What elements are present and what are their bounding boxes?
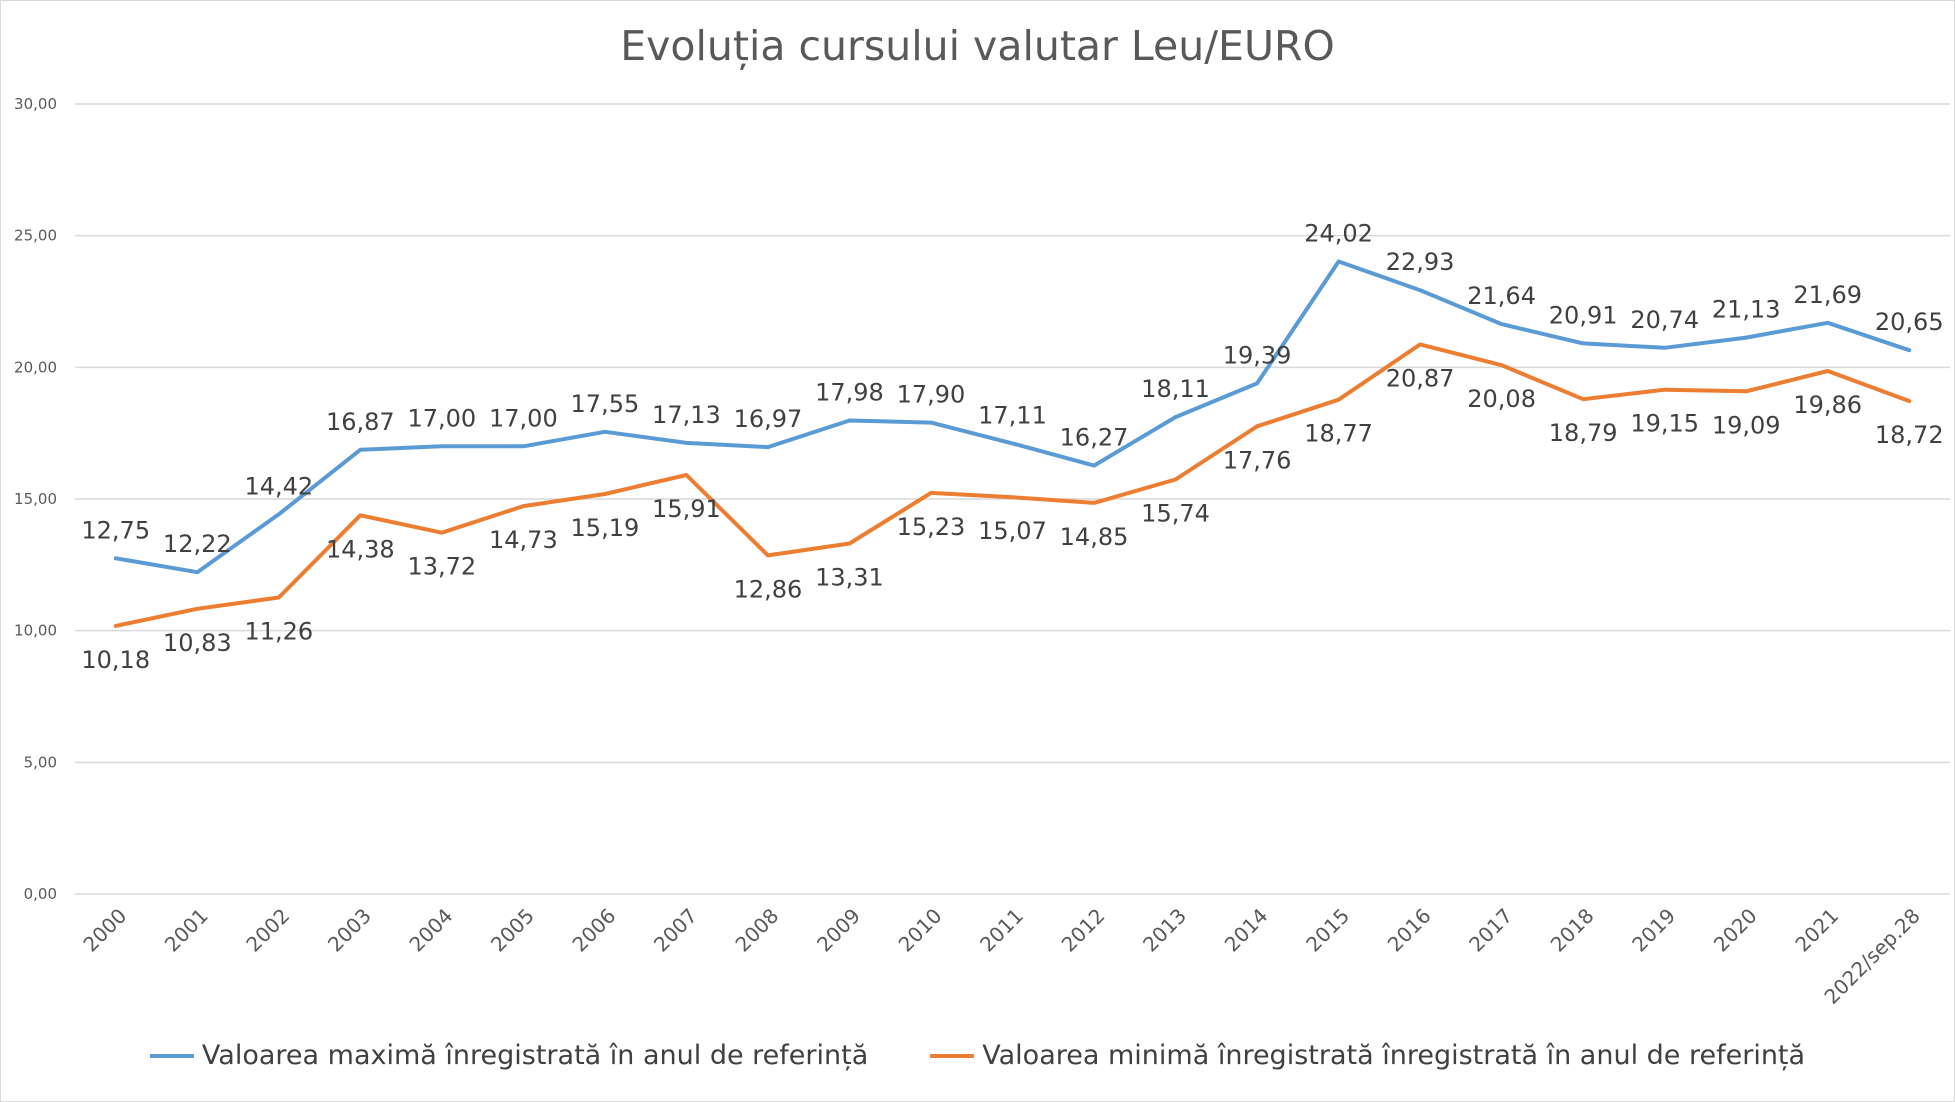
y-tick-label: 5,00 bbox=[24, 753, 57, 771]
data-label: 22,93 bbox=[1386, 248, 1455, 276]
data-label: 17,13 bbox=[652, 401, 721, 429]
chart-title: Evoluția cursului valutar Leu/EURO bbox=[620, 22, 1335, 70]
data-label: 17,98 bbox=[815, 379, 884, 407]
data-label: 12,22 bbox=[163, 530, 232, 558]
x-tick-label: 2000 bbox=[78, 904, 131, 957]
data-label: 19,09 bbox=[1712, 411, 1781, 439]
data-label: 17,55 bbox=[571, 390, 640, 418]
x-tick-label: 2003 bbox=[323, 904, 376, 957]
x-tick-label: 2019 bbox=[1627, 904, 1680, 957]
data-label: 19,39 bbox=[1223, 341, 1292, 369]
data-label: 19,86 bbox=[1793, 391, 1862, 419]
data-label: 14,73 bbox=[489, 526, 558, 554]
data-label: 18,79 bbox=[1549, 419, 1618, 447]
data-label: 15,23 bbox=[897, 513, 966, 541]
data-label: 13,31 bbox=[815, 564, 884, 592]
data-label: 16,87 bbox=[326, 408, 395, 436]
legend-label-min: Valoarea minimă înregistrată înregistrat… bbox=[982, 1040, 1806, 1071]
data-label: 16,97 bbox=[734, 405, 803, 433]
x-tick-label: 2013 bbox=[1138, 904, 1191, 957]
data-label: 18,77 bbox=[1304, 420, 1373, 448]
data-label: 11,26 bbox=[244, 617, 313, 645]
data-label: 17,90 bbox=[897, 381, 966, 409]
data-label: 15,74 bbox=[1141, 500, 1210, 528]
x-tick-label: 2006 bbox=[567, 904, 620, 957]
x-tick-label: 2004 bbox=[404, 904, 457, 957]
data-label: 12,86 bbox=[734, 575, 803, 603]
data-label: 16,27 bbox=[1060, 424, 1129, 452]
x-tick-label: 2020 bbox=[1709, 904, 1762, 957]
data-label: 12,75 bbox=[81, 516, 150, 544]
x-tick-label: 2010 bbox=[894, 904, 947, 957]
x-tick-label: 2009 bbox=[812, 904, 865, 957]
data-label: 15,07 bbox=[978, 517, 1047, 545]
legend-item-max: Valoarea maximă înregistrată în anul de … bbox=[149, 1040, 869, 1071]
y-tick-label: 10,00 bbox=[14, 622, 57, 640]
data-label: 20,87 bbox=[1386, 364, 1455, 392]
y-tick-label: 15,00 bbox=[14, 490, 57, 508]
y-tick-label: 20,00 bbox=[14, 358, 57, 376]
data-label: 17,00 bbox=[407, 404, 476, 432]
data-label: 17,00 bbox=[489, 404, 558, 432]
y-tick-label: 0,00 bbox=[24, 885, 57, 903]
legend-item-min: Valoarea minimă înregistrată înregistrat… bbox=[930, 1040, 1805, 1071]
data-label: 13,72 bbox=[407, 553, 476, 581]
y-tick-label: 25,00 bbox=[14, 227, 57, 245]
data-label: 15,19 bbox=[571, 514, 640, 542]
x-tick-label: 2018 bbox=[1546, 904, 1599, 957]
data-label: 21,13 bbox=[1712, 296, 1781, 324]
x-tick-label: 2001 bbox=[160, 904, 213, 957]
x-tick-label: 2016 bbox=[1383, 904, 1436, 957]
data-label: 20,65 bbox=[1875, 308, 1944, 336]
data-label: 21,64 bbox=[1467, 282, 1536, 310]
x-tick-label: 2008 bbox=[731, 904, 784, 957]
data-label: 10,18 bbox=[81, 646, 150, 674]
data-label: 18,72 bbox=[1875, 421, 1944, 449]
data-label: 17,11 bbox=[978, 401, 1047, 429]
x-tick-label: 2007 bbox=[649, 904, 702, 957]
data-label: 10,83 bbox=[163, 629, 232, 657]
x-tick-label: 2011 bbox=[975, 904, 1028, 957]
legend-swatch-max bbox=[149, 1053, 194, 1058]
y-tick-label: 30,00 bbox=[14, 95, 57, 113]
data-label: 21,69 bbox=[1793, 281, 1862, 309]
legend-label-max: Valoarea maximă înregistrată în anul de … bbox=[201, 1040, 869, 1071]
series-line-min bbox=[113, 342, 1912, 628]
data-label: 14,42 bbox=[244, 472, 313, 500]
x-tick-label: 2012 bbox=[1057, 904, 1110, 957]
x-tick-label: 2014 bbox=[1220, 904, 1273, 957]
data-label: 15,91 bbox=[652, 495, 721, 523]
data-label: 20,08 bbox=[1467, 385, 1536, 413]
data-label: 14,85 bbox=[1060, 523, 1129, 551]
data-label: 20,91 bbox=[1549, 301, 1618, 329]
data-label: 19,15 bbox=[1630, 410, 1699, 438]
x-tick-label: 2005 bbox=[486, 904, 539, 957]
series-line-max bbox=[113, 259, 1912, 575]
data-label: 18,11 bbox=[1141, 375, 1210, 403]
legend-swatch-min bbox=[930, 1053, 975, 1058]
data-label: 24,02 bbox=[1304, 219, 1373, 247]
x-tick-label: 2017 bbox=[1464, 904, 1517, 957]
data-label: 17,76 bbox=[1223, 446, 1292, 474]
x-tick-label: 2015 bbox=[1301, 904, 1354, 957]
x-tick-label: 2021 bbox=[1790, 904, 1843, 957]
x-tick-label: 2002 bbox=[241, 904, 294, 957]
data-label: 14,38 bbox=[326, 535, 395, 563]
data-label: 20,74 bbox=[1630, 306, 1699, 334]
legend: Valoarea maximă înregistrată în anul de … bbox=[0, 1040, 1955, 1071]
